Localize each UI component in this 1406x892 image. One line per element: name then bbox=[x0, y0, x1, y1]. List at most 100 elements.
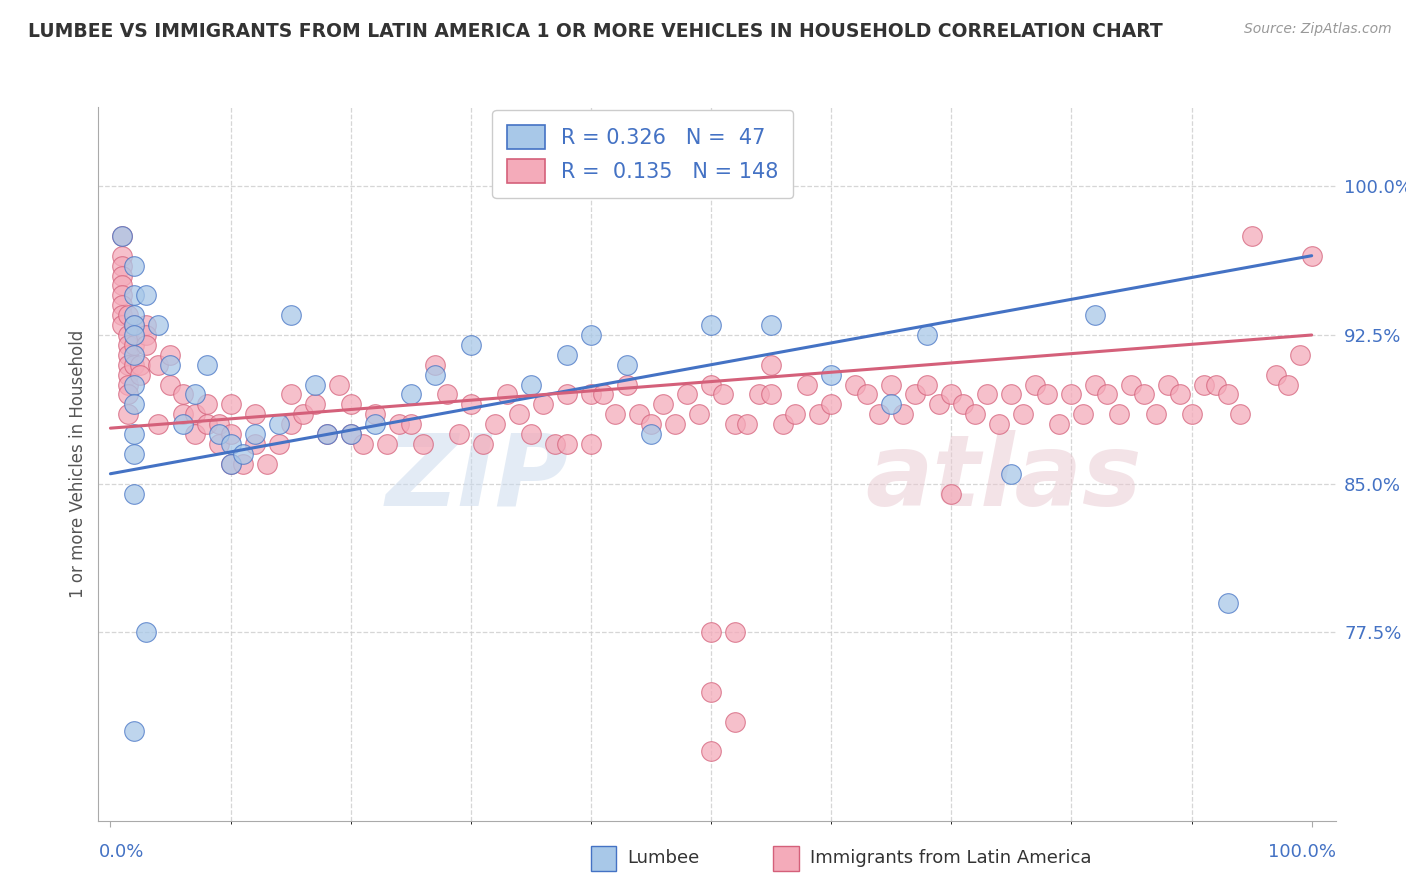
Point bbox=[159, 348, 181, 362]
Point bbox=[328, 377, 350, 392]
Point bbox=[219, 457, 242, 471]
Point bbox=[304, 397, 326, 411]
Point bbox=[111, 288, 134, 302]
Point bbox=[447, 427, 470, 442]
Point bbox=[711, 387, 734, 401]
Point bbox=[111, 228, 134, 243]
Point bbox=[117, 328, 139, 343]
Point bbox=[1168, 387, 1191, 401]
Point bbox=[423, 358, 446, 372]
Point bbox=[243, 437, 266, 451]
Point bbox=[1047, 417, 1070, 432]
Point bbox=[941, 387, 963, 401]
Point bbox=[111, 268, 134, 283]
Point bbox=[148, 358, 170, 372]
Point bbox=[1024, 377, 1046, 392]
Point bbox=[748, 387, 770, 401]
Point bbox=[339, 427, 361, 442]
Point bbox=[135, 338, 157, 352]
Point bbox=[124, 318, 146, 332]
Point bbox=[965, 407, 987, 421]
Point bbox=[280, 308, 302, 322]
Point bbox=[952, 397, 974, 411]
Point bbox=[592, 387, 614, 401]
Point bbox=[700, 685, 723, 699]
Text: ZIP: ZIP bbox=[385, 430, 568, 526]
Point bbox=[1000, 387, 1022, 401]
Text: Lumbee: Lumbee bbox=[627, 849, 699, 867]
Point bbox=[700, 744, 723, 758]
Point bbox=[124, 486, 146, 500]
Text: LUMBEE VS IMMIGRANTS FROM LATIN AMERICA 1 OR MORE VEHICLES IN HOUSEHOLD CORRELAT: LUMBEE VS IMMIGRANTS FROM LATIN AMERICA … bbox=[28, 22, 1163, 41]
Point bbox=[117, 377, 139, 392]
Point bbox=[280, 417, 302, 432]
Point bbox=[111, 259, 134, 273]
Point bbox=[1073, 407, 1095, 421]
Point bbox=[148, 417, 170, 432]
Point bbox=[820, 397, 842, 411]
Point bbox=[844, 377, 866, 392]
Text: 100.0%: 100.0% bbox=[1268, 843, 1336, 861]
Point bbox=[531, 397, 554, 411]
Point bbox=[676, 387, 699, 401]
Point bbox=[1288, 348, 1310, 362]
Point bbox=[471, 437, 494, 451]
Point bbox=[124, 427, 146, 442]
Point bbox=[941, 486, 963, 500]
Point bbox=[207, 437, 229, 451]
Point bbox=[117, 387, 139, 401]
Point bbox=[928, 397, 950, 411]
Point bbox=[652, 397, 675, 411]
Point bbox=[484, 417, 506, 432]
Point bbox=[460, 397, 482, 411]
Point bbox=[124, 328, 146, 343]
Point bbox=[1121, 377, 1143, 392]
Point bbox=[364, 407, 387, 421]
Point bbox=[195, 358, 218, 372]
Point bbox=[111, 298, 134, 312]
Point bbox=[1156, 377, 1178, 392]
Point bbox=[117, 338, 139, 352]
Point bbox=[868, 407, 890, 421]
Text: Immigrants from Latin America: Immigrants from Latin America bbox=[810, 849, 1091, 867]
Point bbox=[880, 397, 903, 411]
Point bbox=[183, 387, 205, 401]
Point bbox=[124, 318, 146, 332]
Point bbox=[1192, 377, 1215, 392]
Point bbox=[1264, 368, 1286, 382]
Point bbox=[183, 407, 205, 421]
Point bbox=[219, 427, 242, 442]
Point bbox=[1240, 228, 1263, 243]
Point bbox=[688, 407, 710, 421]
Point bbox=[1216, 387, 1239, 401]
Point bbox=[1012, 407, 1035, 421]
Point bbox=[1301, 249, 1323, 263]
Point bbox=[1180, 407, 1202, 421]
Point bbox=[603, 407, 626, 421]
Point bbox=[412, 437, 434, 451]
Point bbox=[124, 724, 146, 739]
Point bbox=[117, 348, 139, 362]
Point bbox=[1229, 407, 1251, 421]
Point bbox=[520, 377, 543, 392]
Point bbox=[129, 368, 152, 382]
Point bbox=[124, 358, 146, 372]
Point bbox=[159, 358, 181, 372]
Point bbox=[759, 387, 782, 401]
Point bbox=[1084, 308, 1107, 322]
Point bbox=[508, 407, 530, 421]
Point bbox=[555, 348, 578, 362]
Legend: R = 0.326   N =  47, R =  0.135   N = 148: R = 0.326 N = 47, R = 0.135 N = 148 bbox=[492, 111, 793, 198]
Point bbox=[520, 427, 543, 442]
Point bbox=[135, 288, 157, 302]
Point bbox=[856, 387, 879, 401]
Point bbox=[117, 358, 139, 372]
Point bbox=[148, 318, 170, 332]
Point bbox=[399, 387, 422, 401]
Point bbox=[111, 278, 134, 293]
Point bbox=[976, 387, 998, 401]
Point bbox=[495, 387, 517, 401]
Point bbox=[304, 377, 326, 392]
Point bbox=[724, 714, 747, 729]
Point bbox=[243, 427, 266, 442]
